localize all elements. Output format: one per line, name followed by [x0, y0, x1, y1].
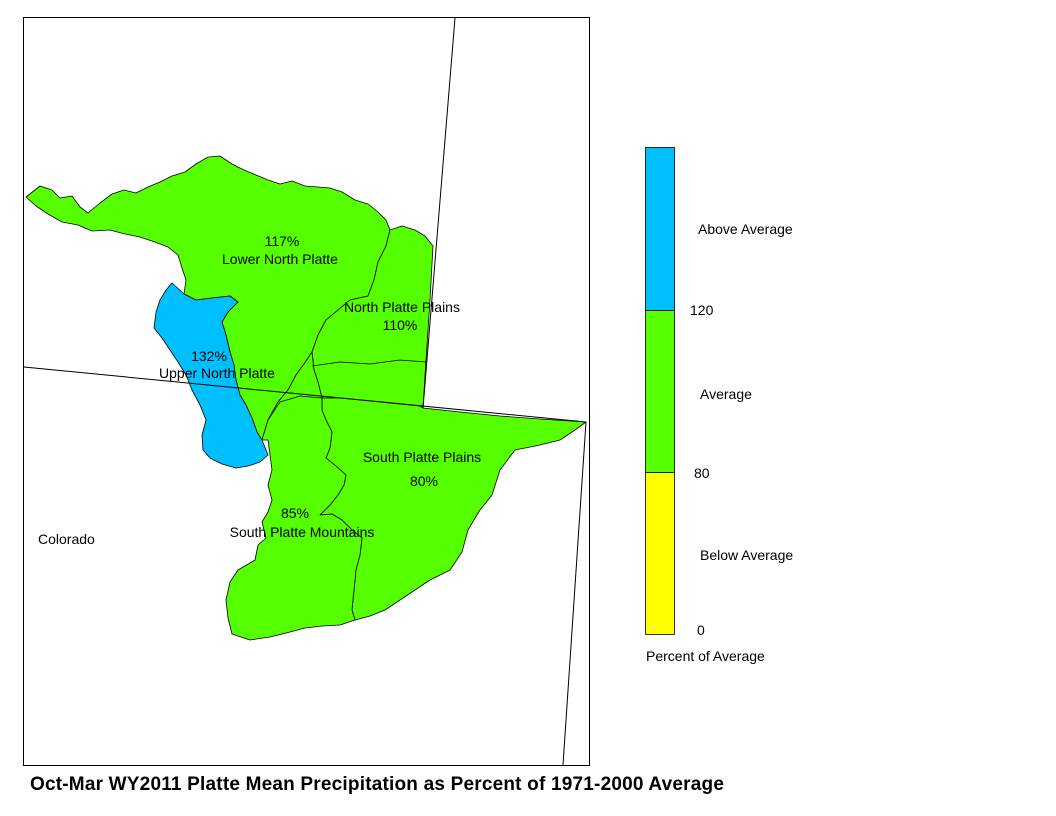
legend-caption: Percent of Average: [646, 648, 765, 664]
label-upper-north-platte-percent: 132%: [191, 348, 227, 364]
legend-swatch-above: [645, 147, 675, 311]
basin-upper-north-platte[interactable]: [153, 282, 269, 469]
legend-tick-80: 80: [694, 465, 710, 481]
state-label-colorado: Colorado: [38, 531, 95, 547]
state-boundaries: [23, 17, 587, 766]
legend-color-bar: [645, 147, 675, 635]
label-north-platte-plains-percent: 110%: [383, 317, 418, 333]
label-south-platte-plains-name: South Platte Plains: [363, 449, 481, 465]
map-title: Oct-Mar WY2011 Platte Mean Precipitation…: [30, 774, 725, 795]
label-lower-north-platte-name: Lower North Platte: [222, 251, 338, 267]
basin-south-platte-mountains[interactable]: [225, 351, 363, 641]
legend-tick-120: 120: [690, 302, 714, 318]
basin-sub-boundaries: [267, 359, 427, 421]
legend-label-above-average: Above Average: [698, 221, 793, 237]
legend-tick-0: 0: [697, 622, 705, 638]
label-south-platte-mountains-percent: 85%: [281, 505, 309, 521]
label-lower-north-platte-percent: 117%: [265, 233, 300, 249]
legend-swatch-average: [645, 310, 675, 473]
legend-swatch-below: [645, 472, 675, 635]
label-north-platte-plains-name: North Platte Plains: [344, 299, 460, 315]
label-south-platte-mountains-name: South Platte Mountains: [230, 524, 375, 540]
basin-polygons: [25, 155, 587, 641]
legend-label-below-average: Below Average: [700, 547, 794, 563]
label-south-platte-plains-percent: 80%: [410, 473, 438, 489]
basin-labels: 117% Lower North Platte North Platte Pla…: [38, 233, 481, 547]
legend-label-average: Average: [700, 386, 752, 402]
label-upper-north-platte-name: Upper North Platte: [159, 365, 275, 381]
